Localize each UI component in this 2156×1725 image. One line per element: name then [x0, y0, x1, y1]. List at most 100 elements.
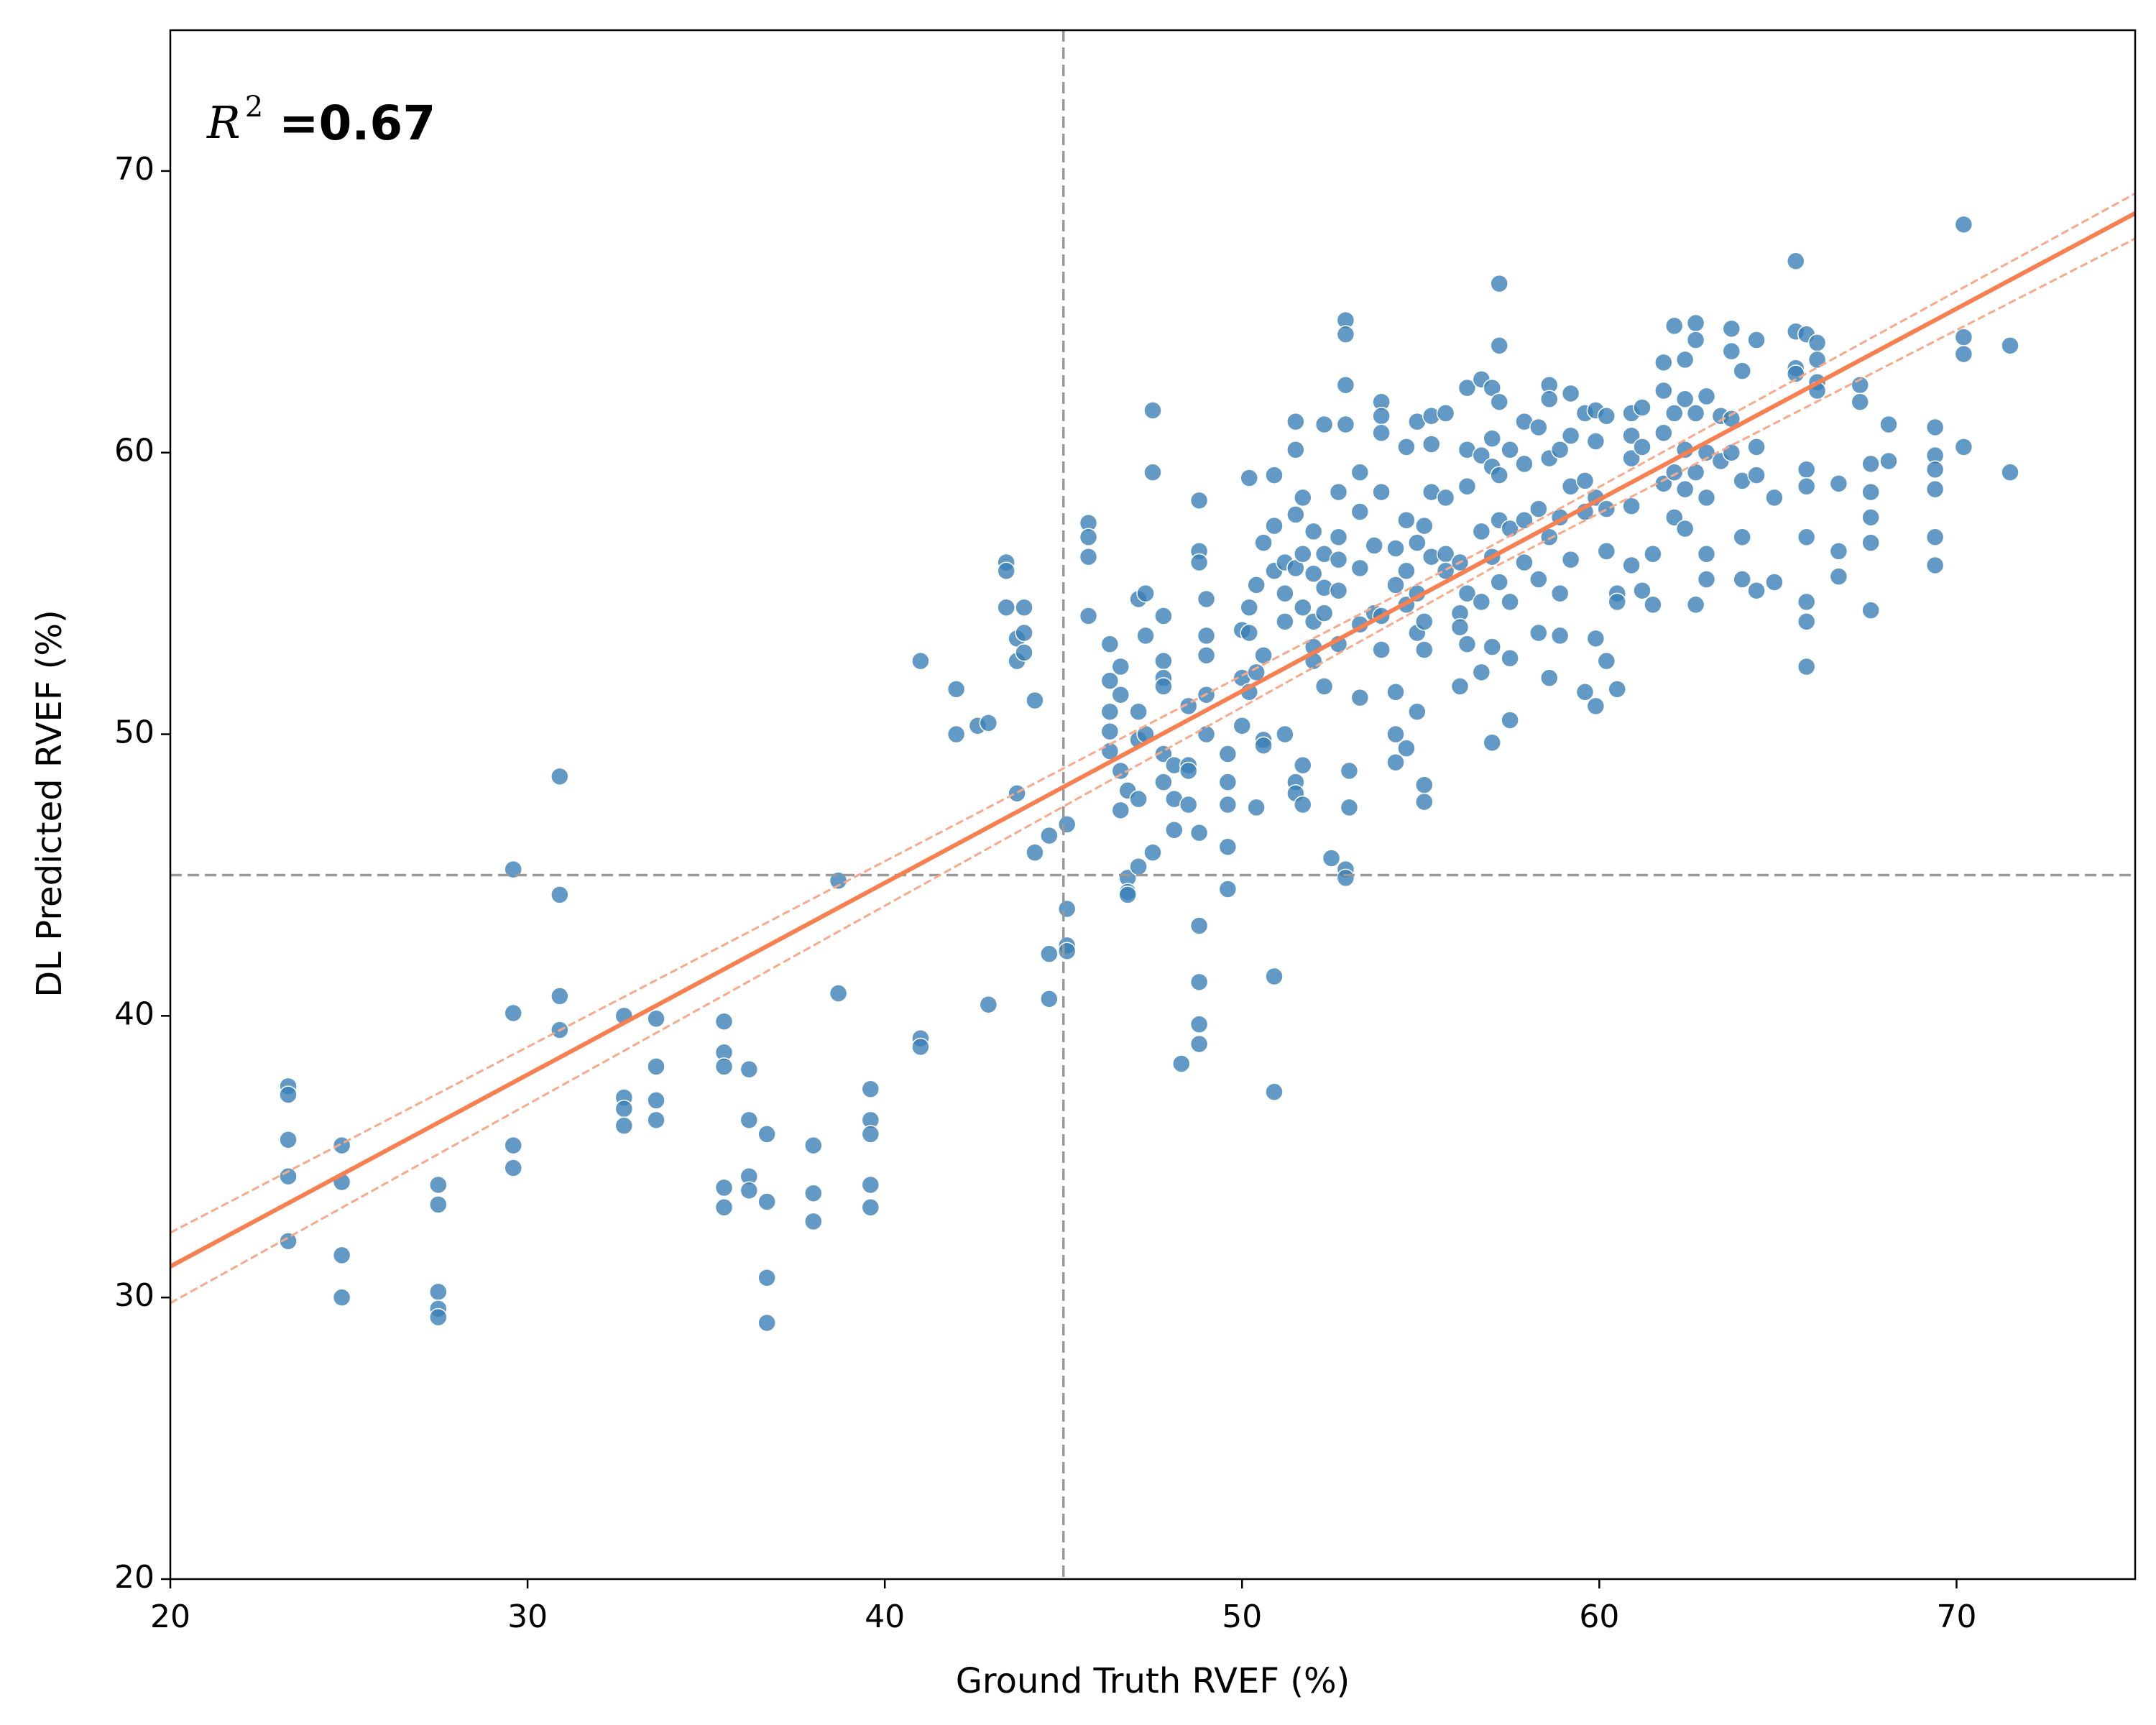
- point: [1286, 441, 1305, 459]
- point: [1179, 761, 1198, 781]
- point: [1829, 474, 1848, 493]
- point: [1686, 404, 1705, 423]
- point: [1501, 592, 1519, 612]
- point: [1457, 477, 1477, 496]
- x-axis-label: Ground Truth RVEF (%): [956, 1661, 1350, 1701]
- point: [1501, 441, 1519, 459]
- point: [757, 1313, 776, 1333]
- point: [1340, 761, 1359, 781]
- point: [804, 1212, 823, 1231]
- point: [1490, 392, 1508, 411]
- point: [1386, 724, 1405, 744]
- point: [1501, 711, 1519, 730]
- point: [861, 1080, 880, 1098]
- point: [1675, 350, 1695, 369]
- point: [1372, 407, 1391, 426]
- point: [1136, 626, 1155, 645]
- point: [332, 1246, 351, 1265]
- point: [1529, 623, 1548, 643]
- point: [1240, 598, 1258, 617]
- point: [1597, 651, 1616, 671]
- point: [1197, 626, 1216, 645]
- point: [550, 987, 569, 1006]
- point: [1100, 635, 1120, 653]
- point: [1665, 404, 1684, 423]
- point: [1247, 576, 1266, 594]
- point: [1586, 696, 1606, 716]
- x-tick-label: 50: [1222, 1598, 1262, 1635]
- point: [1286, 505, 1305, 524]
- point: [1386, 539, 1405, 558]
- point: [1015, 623, 1033, 643]
- point: [429, 1195, 448, 1214]
- point: [1397, 739, 1416, 758]
- y-axis-label: DL Predicted RVEF (%): [29, 610, 70, 997]
- point: [1189, 553, 1209, 572]
- point: [1100, 671, 1120, 690]
- point: [979, 995, 998, 1014]
- point: [1697, 488, 1716, 507]
- point: [1829, 567, 1848, 586]
- point: [1829, 542, 1848, 561]
- point: [1294, 795, 1312, 814]
- point: [1697, 545, 1716, 564]
- point: [1515, 454, 1534, 474]
- point: [1336, 868, 1355, 888]
- point: [1154, 607, 1173, 625]
- point: [1422, 435, 1441, 454]
- point: [1136, 584, 1155, 603]
- point: [1633, 581, 1651, 600]
- point: [1111, 657, 1130, 676]
- point: [1540, 668, 1559, 687]
- point: [1529, 418, 1548, 437]
- point: [1026, 691, 1044, 710]
- point: [1189, 916, 1209, 935]
- point: [1787, 252, 1805, 271]
- point: [1490, 274, 1508, 293]
- point: [714, 1178, 734, 1197]
- point: [647, 1009, 665, 1029]
- point: [1100, 702, 1120, 721]
- point: [1450, 617, 1470, 637]
- point: [647, 1110, 665, 1130]
- point: [1276, 584, 1294, 603]
- point: [1218, 880, 1238, 898]
- point: [1851, 392, 1869, 411]
- point: [1189, 823, 1209, 842]
- point: [1633, 438, 1651, 456]
- point: [1314, 415, 1334, 434]
- point: [1100, 722, 1120, 741]
- point: [757, 1192, 776, 1211]
- annotation-text: =0.67: [279, 96, 436, 151]
- point: [1189, 972, 1209, 992]
- point: [1747, 438, 1766, 456]
- point: [1314, 677, 1334, 696]
- point: [1079, 607, 1098, 625]
- y-tick-label: 40: [114, 995, 155, 1032]
- point: [1925, 418, 1945, 437]
- point: [1686, 595, 1705, 615]
- x-tick-label: 20: [150, 1598, 190, 1635]
- point: [1254, 736, 1273, 755]
- point: [1304, 522, 1323, 541]
- point: [647, 1091, 665, 1110]
- point: [1057, 899, 1077, 919]
- point: [1575, 472, 1595, 490]
- point: [1697, 387, 1716, 406]
- point: [1608, 680, 1626, 699]
- point: [1861, 601, 1880, 620]
- point: [1240, 469, 1258, 487]
- point: [1154, 677, 1173, 696]
- point: [1457, 584, 1477, 603]
- point: [1247, 798, 1266, 817]
- point: [1197, 589, 1216, 609]
- point: [1797, 528, 1816, 547]
- point: [1954, 438, 1973, 456]
- point: [1415, 776, 1434, 794]
- point: [1483, 733, 1501, 753]
- point: [1015, 598, 1033, 617]
- point: [1925, 528, 1945, 547]
- point: [1550, 584, 1570, 603]
- point: [1550, 626, 1570, 645]
